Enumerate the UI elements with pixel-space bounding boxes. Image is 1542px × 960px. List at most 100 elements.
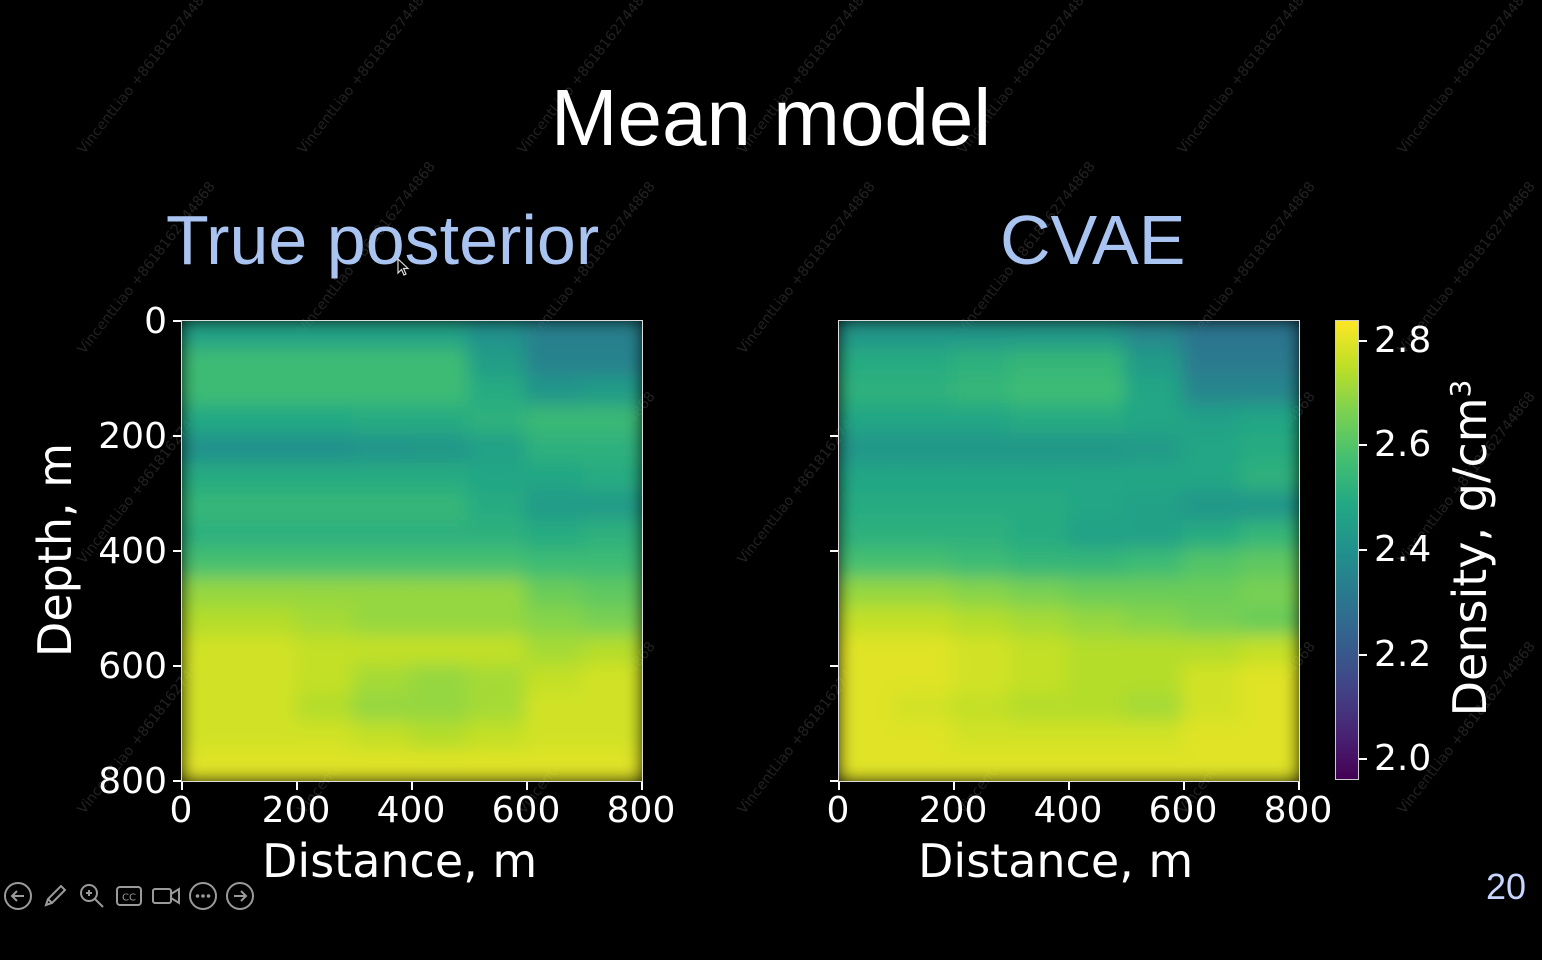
heatmap-cell	[1182, 549, 1244, 582]
x-tick-label: 600	[491, 790, 561, 831]
x-tick-label: 600	[1148, 790, 1218, 831]
heatmap-cell	[237, 405, 299, 438]
heatmap-cell	[894, 692, 956, 726]
colorbar-label: Density, g/cm3	[1443, 380, 1497, 717]
heatmap-cell	[1182, 376, 1244, 410]
heatmap-cell	[525, 606, 587, 640]
heatmap-cell	[182, 434, 242, 467]
cc-icon-label: CC	[122, 893, 136, 904]
x-tick-label: 0	[169, 790, 193, 831]
heatmap-cell	[295, 549, 357, 582]
colorbar-tick	[1359, 444, 1367, 447]
x-tick-label: 200	[918, 790, 988, 831]
heatmap-cell	[182, 606, 242, 640]
colorbar-label-text: Density, g/cm	[1443, 397, 1498, 717]
heatmap-cell	[1067, 520, 1129, 553]
heatmap-cell	[237, 434, 299, 467]
heatmap-cell	[952, 750, 1014, 781]
x-tick	[526, 782, 528, 790]
heatmap-cell	[1067, 606, 1129, 640]
heatmap-cell	[1009, 462, 1071, 496]
next-slide-button[interactable]	[224, 880, 256, 912]
heatmap-cell	[352, 405, 414, 438]
y-tick	[173, 665, 181, 667]
x-axis-label-left: Distance, m	[262, 834, 538, 888]
heatmap-cell	[839, 635, 899, 668]
heatmap-cell	[467, 664, 529, 697]
x-tick	[1298, 782, 1300, 790]
x-tick	[953, 782, 955, 790]
x-tick	[296, 782, 298, 790]
heatmap-cell	[467, 462, 529, 496]
zoom-button[interactable]	[76, 880, 108, 912]
colorbar-tick-label: 2.0	[1374, 738, 1432, 780]
pen-button[interactable]	[39, 880, 71, 912]
heatmap-cell	[1182, 405, 1244, 438]
heatmap-cell	[582, 692, 642, 726]
y-tick	[830, 665, 838, 667]
heatmap-cell	[582, 405, 642, 438]
heatmap-cell	[1067, 750, 1129, 781]
heatmap-cell	[182, 664, 242, 697]
heatmap-cell	[182, 635, 242, 668]
heatmap-cell	[894, 434, 956, 467]
heatmap-cell	[352, 520, 414, 553]
heatmap-cell	[582, 434, 642, 467]
heatmap-cell	[1124, 520, 1186, 553]
heatmap-cell	[295, 376, 357, 410]
heatmap-cell	[952, 520, 1014, 553]
heatmap-cell	[952, 321, 1014, 352]
heatmap-cell	[1182, 491, 1244, 525]
heatmap-cell	[894, 606, 956, 640]
heatmap-cell	[467, 491, 529, 525]
heatmap-cell	[952, 491, 1014, 525]
heatmap-cell	[894, 376, 956, 410]
heatmap-cell	[1239, 692, 1299, 726]
heatmap-cell	[410, 434, 472, 467]
heatmap-cell	[894, 549, 956, 582]
more-options-button[interactable]	[187, 880, 219, 912]
heatmap-cell	[525, 750, 587, 781]
heatmap-cell	[1182, 664, 1244, 697]
heatmap-cell	[410, 635, 472, 668]
heatmap-cell	[1239, 405, 1299, 438]
heatmap-cell	[894, 520, 956, 553]
heatmap-cell	[525, 405, 587, 438]
subtitles-button[interactable]: CC	[113, 880, 145, 912]
heatmap-cell	[352, 376, 414, 410]
heatmap-cell	[237, 347, 299, 381]
heatmap-cell	[839, 520, 899, 553]
page-number: 20	[1486, 866, 1527, 907]
y-tick-label: 800	[98, 761, 167, 802]
heatmap-cell	[295, 491, 357, 525]
y-tick	[830, 550, 838, 552]
heatmap-cell	[237, 376, 299, 410]
pen-icon	[44, 884, 67, 907]
heatmap-cell	[1182, 462, 1244, 496]
heatmap-cell	[467, 692, 529, 726]
y-tick-label: 200	[98, 416, 167, 457]
heatmap-cell	[237, 520, 299, 553]
heatmap-cell	[839, 462, 899, 496]
heatmap-cell	[237, 750, 299, 781]
heatmap-cell	[352, 549, 414, 582]
video-button[interactable]	[150, 880, 182, 912]
heatmap-cell	[1182, 750, 1244, 781]
heatmap-cell	[839, 376, 899, 410]
previous-slide-button[interactable]	[2, 880, 34, 912]
heatmap-cell	[1124, 405, 1186, 438]
x-tick	[838, 782, 840, 790]
heatmap-cell	[525, 692, 587, 726]
heatmap-cell	[295, 577, 357, 611]
heatmap-cell	[1182, 692, 1244, 726]
mouse-cursor-icon	[397, 258, 410, 276]
heatmap-cell	[467, 635, 529, 668]
heatmap-cell	[582, 462, 642, 496]
heatmap-cell	[182, 462, 242, 496]
heatmap-cell	[295, 635, 357, 668]
heatmap-cell	[295, 520, 357, 553]
heatmap-cell	[582, 347, 642, 381]
heatmap-cell	[582, 549, 642, 582]
colorbar-tick-label: 2.8	[1374, 319, 1432, 361]
heatmap-cell	[1182, 347, 1244, 381]
